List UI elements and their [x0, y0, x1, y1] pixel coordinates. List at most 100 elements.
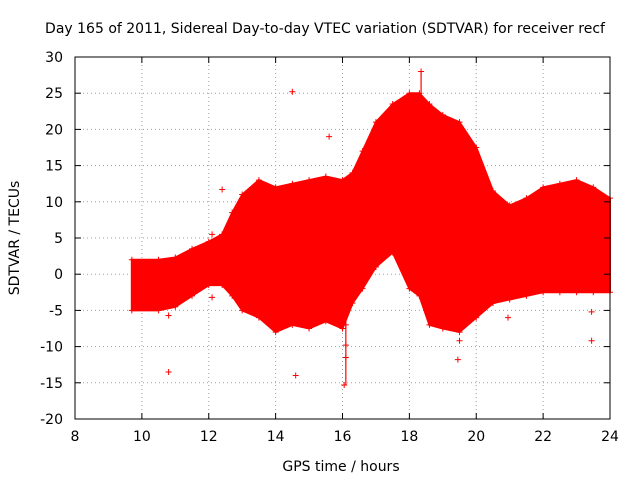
data-point-lower [372, 263, 379, 270]
data-point-outlier [588, 308, 595, 315]
data-point-lower [229, 292, 236, 299]
data-point-lower [573, 289, 580, 296]
data-point-outlier [219, 186, 226, 193]
data-point-upper [349, 169, 356, 176]
data-point-outlier [418, 68, 425, 75]
data-point-lower [172, 303, 179, 310]
data-point-upper [255, 177, 262, 184]
data-point-upper [439, 111, 446, 118]
data-point-upper [359, 148, 366, 155]
x-tick-label: 8 [71, 429, 80, 445]
data-point-lower [306, 325, 313, 332]
data-point-outlier [342, 342, 349, 349]
data-point-lower [473, 314, 480, 321]
data-point-lower [239, 307, 246, 314]
y-tick-label: 0 [54, 267, 63, 283]
data-point-lower [349, 300, 356, 307]
data-point-lower [416, 292, 423, 299]
data-point-upper [239, 191, 246, 198]
data-point-upper [473, 144, 480, 151]
data-point-lower [556, 289, 563, 296]
data-point-upper [322, 173, 329, 180]
data-point-upper [556, 180, 563, 187]
data-point-outlier [588, 337, 595, 344]
data-point-lower [322, 318, 329, 325]
data-point-outlier [289, 88, 296, 95]
x-tick-label: 24 [601, 429, 619, 445]
data-point-lower [590, 289, 597, 296]
y-tick-label: -15 [40, 376, 63, 392]
data-point-upper [540, 184, 547, 191]
data-point-upper [155, 256, 162, 263]
data-point-lower [128, 307, 135, 314]
data-point-outlier [326, 133, 333, 140]
data-point-lower [389, 249, 396, 256]
data-point-lower [255, 314, 262, 321]
data-point-upper [406, 90, 413, 97]
x-tick-label: 20 [467, 429, 485, 445]
y-tick-label: -20 [40, 412, 63, 428]
axis-ticks [74, 56, 611, 420]
data-point-upper [229, 209, 236, 216]
data-point-upper [289, 180, 296, 187]
data-point-upper [523, 195, 530, 202]
data-point-upper [372, 119, 379, 126]
x-tick-label: 16 [334, 429, 352, 445]
data-point-lower [272, 329, 279, 336]
y-axis-label: SDTVAR / TECUs [7, 181, 23, 296]
data-point-lower [489, 300, 496, 307]
data-point-lower [439, 325, 446, 332]
data-point-outlier [165, 312, 172, 319]
data-point-upper [189, 245, 196, 252]
data-point-upper [219, 231, 226, 238]
data-point-lower [155, 307, 162, 314]
x-axis-label: GPS time / hours [282, 459, 399, 475]
y-tick-label: 5 [54, 231, 63, 247]
data-point-lower [540, 289, 547, 296]
data-point-lower [189, 292, 196, 299]
data-point-outlier [342, 354, 349, 361]
data-layer [128, 68, 613, 388]
data-point-lower [289, 321, 296, 328]
y-tick-label: 10 [45, 195, 63, 211]
data-point-lower [406, 285, 413, 292]
data-point-outlier [456, 337, 463, 344]
x-tick-label: 22 [534, 429, 552, 445]
data-point-upper [506, 202, 513, 209]
data-point-upper [389, 101, 396, 108]
data-point-upper [172, 254, 179, 261]
data-point-lower [205, 282, 212, 289]
data-point-upper [205, 238, 212, 245]
y-tick-label: 25 [45, 86, 63, 102]
x-tick-labels: 8 10 12 14 16 18 20 22 24 [71, 429, 619, 445]
data-point-lower [523, 292, 530, 299]
data-point-upper [426, 101, 433, 108]
x-tick-label: 10 [133, 429, 151, 445]
y-tick-label: 30 [45, 50, 63, 66]
data-point-upper [339, 177, 346, 184]
data-point-lower [456, 329, 463, 336]
data-point-upper [128, 256, 135, 263]
data-point-outlier [292, 372, 299, 379]
data-point-outlier [342, 321, 349, 328]
x-tick-label: 14 [267, 429, 285, 445]
data-point-upper [272, 184, 279, 191]
data-point-lower [219, 282, 226, 289]
data-point-outlier [209, 294, 216, 301]
data-point-outlier [209, 231, 216, 238]
data-point-outlier [341, 381, 348, 388]
data-point-upper [573, 177, 580, 184]
y-tick-label: 20 [45, 122, 63, 138]
x-tick-label: 12 [200, 429, 218, 445]
data-point-outlier [165, 368, 172, 375]
data-point-upper [306, 177, 313, 184]
y-tick-label: -10 [40, 340, 63, 356]
data-point-lower [339, 325, 346, 332]
data-point-outlier [454, 356, 461, 363]
y-tick-label: 15 [45, 159, 63, 175]
data-point-lower [506, 296, 513, 303]
y-tick-labels: -20 -15 -10 -5 0 5 10 15 20 25 30 [40, 50, 63, 428]
chart-title: Day 165 of 2011, Sidereal Day-to-day VTE… [45, 21, 606, 37]
data-point-upper [456, 119, 463, 126]
